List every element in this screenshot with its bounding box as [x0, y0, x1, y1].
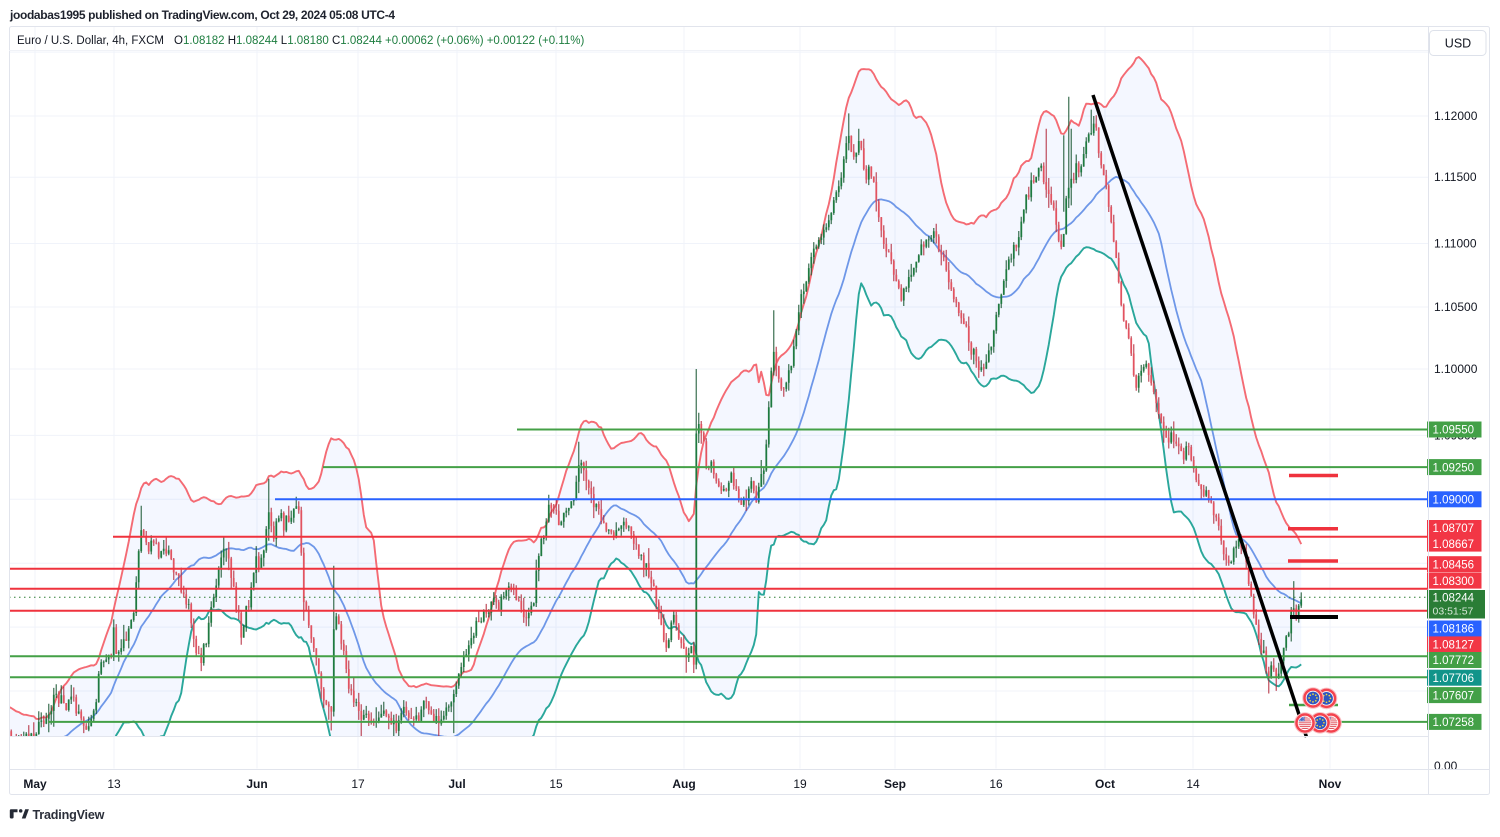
svg-text:1.09550: 1.09550 [1433, 425, 1475, 437]
svg-text:Nov: Nov [1319, 777, 1342, 791]
svg-text:1.08244: 1.08244 [1433, 593, 1475, 605]
svg-text:0.00: 0.00 [1434, 759, 1458, 773]
svg-text:1.12000: 1.12000 [1434, 109, 1478, 123]
svg-text:19: 19 [793, 777, 807, 791]
svg-text:TradingView: TradingView [33, 808, 105, 822]
svg-text:1.11000: 1.11000 [1434, 237, 1477, 251]
svg-text:1.08127: 1.08127 [1433, 640, 1475, 652]
svg-text:03:51:57: 03:51:57 [1433, 606, 1474, 618]
svg-text:1.09250: 1.09250 [1433, 462, 1475, 474]
svg-text:1.10500: 1.10500 [1434, 300, 1478, 314]
svg-text:May: May [23, 777, 47, 791]
svg-text:1.07258: 1.07258 [1433, 717, 1475, 729]
svg-text:17: 17 [351, 777, 365, 791]
svg-text:1.08456: 1.08456 [1433, 559, 1475, 571]
svg-text:13: 13 [107, 777, 121, 791]
svg-text:1.10000: 1.10000 [1434, 362, 1478, 376]
svg-text:Sep: Sep [884, 777, 906, 791]
svg-text:1.07772: 1.07772 [1433, 655, 1475, 667]
svg-text:Jul: Jul [448, 777, 465, 791]
svg-text:1.08667: 1.08667 [1433, 539, 1475, 551]
svg-text:1.08300: 1.08300 [1433, 576, 1475, 588]
svg-text:O1.08182 H1.08244 L1.08180 C1.: O1.08182 H1.08244 L1.08180 C1.08244 +0.0… [174, 35, 584, 47]
svg-text:1.07706: 1.07706 [1433, 673, 1475, 685]
svg-text:Aug: Aug [672, 777, 695, 791]
svg-text:14: 14 [1186, 777, 1200, 791]
svg-text:1.08186: 1.08186 [1433, 624, 1475, 636]
svg-text:1.09000: 1.09000 [1433, 495, 1475, 507]
svg-text:Oct: Oct [1095, 777, 1115, 791]
svg-text:USD: USD [1445, 37, 1471, 51]
svg-text:Euro / U.S. Dollar, 4h, FXCM: Euro / U.S. Dollar, 4h, FXCM [17, 35, 164, 47]
svg-text:16: 16 [989, 777, 1003, 791]
svg-text:1.08707: 1.08707 [1433, 523, 1475, 535]
svg-text:joodabas1995 published on Trad: joodabas1995 published on TradingView.co… [9, 8, 395, 22]
svg-text:1.07607: 1.07607 [1433, 690, 1475, 702]
svg-text:Jun: Jun [246, 777, 267, 791]
svg-text:15: 15 [549, 777, 563, 791]
svg-text:1.11500: 1.11500 [1434, 170, 1477, 184]
